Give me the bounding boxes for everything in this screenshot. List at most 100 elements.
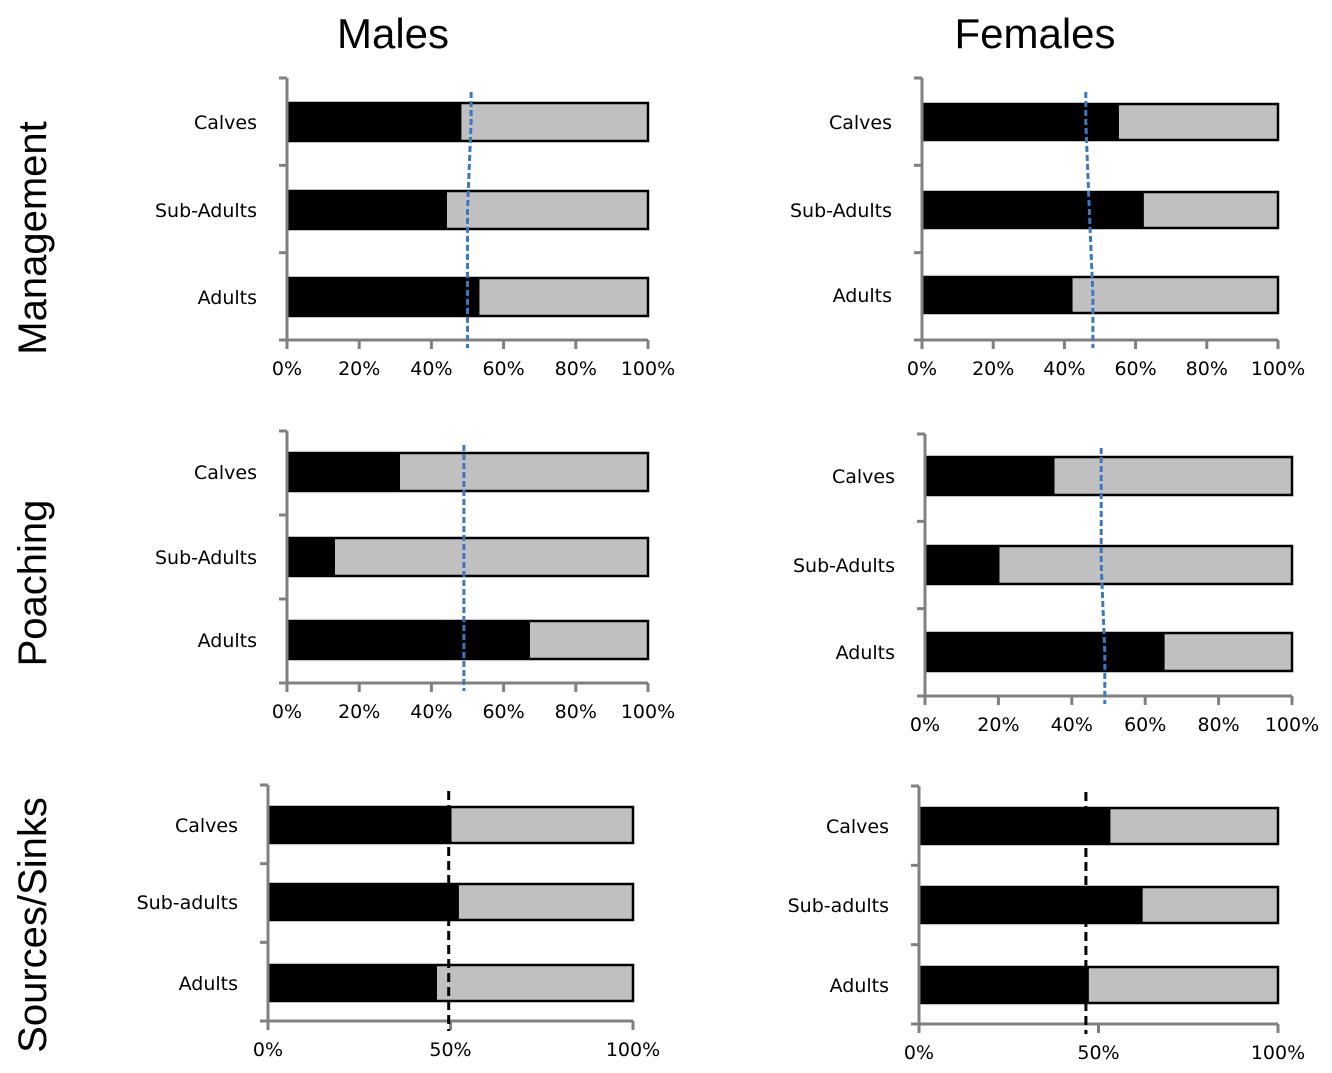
x-tick-label: 50%: [429, 1039, 471, 1061]
x-tick-label: 60%: [1114, 358, 1156, 380]
x-tick-label: 40%: [1043, 358, 1085, 380]
bar-segment-2: [1070, 276, 1280, 314]
category-label: Calves: [194, 462, 257, 484]
x-tick-label: 20%: [972, 358, 1014, 380]
category-label: Calves: [832, 466, 895, 488]
category-label: Calves: [826, 816, 889, 838]
bar-segment-1: [918, 807, 1111, 845]
panel-females-management: Calves Sub-Adults Adults 0% 20% 40% 60% 80% 100%: [790, 76, 1305, 380]
reference-line: [1099, 448, 1107, 704]
x-tick-label: 40%: [1051, 714, 1093, 736]
bar-segment-1: [924, 545, 1000, 585]
category-label: Sub-Adults: [790, 200, 892, 222]
category-label: Adults: [836, 642, 895, 664]
bar-segment-1: [921, 191, 1144, 229]
bar-segment-1: [921, 276, 1073, 314]
x-tick-label: 40%: [410, 701, 452, 723]
x-tick-label: 20%: [338, 701, 380, 723]
panel-females-poaching: Calves Sub-Adults Adults 0% 20% 40% 60% 80% 100%: [793, 432, 1319, 736]
bar-segment-1: [286, 620, 530, 660]
bar-segment-2: [477, 277, 649, 317]
x-tick-label: 100%: [1265, 714, 1319, 736]
bar-segment-2: [997, 545, 1294, 585]
bar-segment-1: [921, 103, 1119, 141]
category-label: Calves: [175, 815, 238, 837]
x-tick-label: 0%: [272, 701, 302, 723]
bar-segment-2: [332, 537, 649, 577]
category-label: Adults: [830, 975, 889, 997]
bar-segment-1: [286, 102, 462, 142]
x-tick-label: 50%: [1077, 1042, 1119, 1064]
x-tick-label: 100%: [1251, 1042, 1305, 1064]
x-tick-label: 0%: [910, 714, 940, 736]
bar-segment-1: [267, 806, 452, 844]
bar-segment-1: [286, 190, 447, 230]
bar-segment-2: [456, 883, 634, 921]
category-label: Sub-Adults: [155, 200, 257, 222]
x-tick-label: 0%: [904, 1042, 934, 1064]
category-label: Adults: [833, 285, 892, 307]
x-tick-label: 100%: [621, 701, 675, 723]
category-label: Sub-adults: [788, 895, 889, 917]
bar-segment-2: [1116, 103, 1280, 141]
bar-segment-2: [449, 806, 634, 844]
x-tick-label: 0%: [253, 1039, 283, 1061]
bar-segment-1: [924, 456, 1055, 496]
bar-segment-2: [444, 190, 649, 230]
bar-segment-1: [267, 964, 437, 1002]
category-label: Adults: [198, 630, 257, 652]
bar-segment-2: [527, 620, 649, 660]
column-title-males: Males: [337, 10, 449, 57]
bar-segment-2: [1108, 807, 1280, 845]
bar-segment-2: [397, 452, 649, 492]
bar-segment-1: [918, 886, 1143, 924]
bar-segment-2: [434, 964, 634, 1002]
chart-panels: Calves Sub-Adults Adults 0% 20% 40% 60% 80% 100%…: [137, 76, 1319, 1064]
panel-males-poaching: Calves Sub-Adults Adults 0% 20% 40% 60% 80% 100%: [155, 429, 675, 723]
x-tick-label: 60%: [482, 701, 524, 723]
bar-segment-1: [918, 966, 1089, 1004]
bar-segment-2: [1162, 632, 1294, 672]
reference-line: [1084, 92, 1095, 348]
x-tick-label: 80%: [555, 358, 597, 380]
category-label: Adults: [198, 287, 257, 309]
category-label: Calves: [829, 112, 892, 134]
row-title-management: Management: [11, 121, 55, 354]
category-label: Calves: [194, 112, 257, 134]
x-tick-label: 80%: [1197, 714, 1239, 736]
x-tick-label: 60%: [1124, 714, 1166, 736]
column-title-females: Females: [954, 10, 1115, 57]
x-tick-label: 60%: [482, 358, 524, 380]
x-tick-label: 80%: [555, 701, 597, 723]
category-label: Sub-adults: [137, 892, 238, 914]
x-tick-label: 100%: [606, 1039, 660, 1061]
x-tick-label: 40%: [410, 358, 452, 380]
panel-males-management: Calves Sub-Adults Adults 0% 20% 40% 60% 80% 100%: [155, 76, 675, 380]
bar-segment-1: [267, 883, 459, 921]
category-label: Sub-Adults: [155, 547, 257, 569]
bar-segment-1: [286, 537, 335, 577]
x-tick-label: 0%: [907, 358, 937, 380]
row-title-sources-sinks: Sources/Sinks: [11, 797, 55, 1053]
x-tick-label: 80%: [1186, 358, 1228, 380]
x-tick-label: 20%: [977, 714, 1019, 736]
bar-segment-2: [459, 102, 649, 142]
panel-females-sources-sinks: Calves Sub-adults Adults 0% 50% 100%: [788, 784, 1305, 1064]
category-label: Sub-Adults: [793, 555, 895, 577]
bar-segment-1: [924, 632, 1165, 672]
category-label: Adults: [179, 973, 238, 995]
reference-line: [466, 92, 473, 348]
x-tick-label: 0%: [272, 358, 302, 380]
panel-males-sources-sinks: Calves Sub-adults Adults 0% 50% 100%: [137, 783, 660, 1061]
bar-segment-1: [286, 452, 400, 492]
x-tick-label: 20%: [338, 358, 380, 380]
bar-segment-2: [1086, 966, 1279, 1004]
bar-segment-1: [286, 277, 480, 317]
bar-segment-2: [1140, 886, 1279, 924]
bar-segment-2: [1141, 191, 1279, 229]
x-tick-label: 100%: [1251, 358, 1305, 380]
row-title-poaching: Poaching: [11, 500, 55, 667]
bar-segment-2: [1052, 456, 1293, 496]
x-tick-label: 100%: [621, 358, 675, 380]
